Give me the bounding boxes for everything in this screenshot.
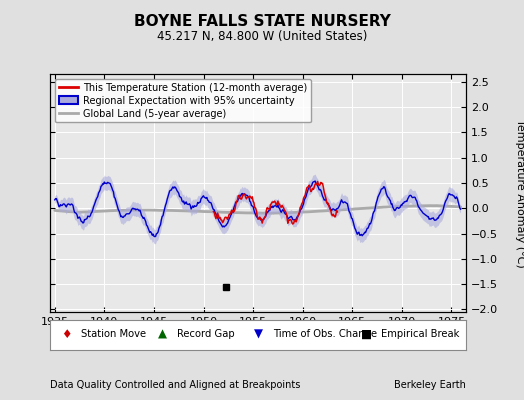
- Text: ♦: ♦: [61, 328, 72, 341]
- Text: Record Gap: Record Gap: [177, 330, 234, 339]
- Text: ■: ■: [361, 328, 372, 341]
- Text: Empirical Break: Empirical Break: [381, 330, 460, 339]
- Text: Station Move: Station Move: [81, 330, 146, 339]
- Y-axis label: Temperature Anomaly (°C): Temperature Anomaly (°C): [515, 119, 524, 267]
- Text: ▲: ▲: [158, 328, 167, 341]
- Legend: This Temperature Station (12-month average), Regional Expectation with 95% uncer: This Temperature Station (12-month avera…: [54, 79, 311, 122]
- Text: 45.217 N, 84.800 W (United States): 45.217 N, 84.800 W (United States): [157, 30, 367, 43]
- Text: BOYNE FALLS STATE NURSERY: BOYNE FALLS STATE NURSERY: [134, 14, 390, 29]
- Text: ▼: ▼: [254, 328, 263, 341]
- Text: Data Quality Controlled and Aligned at Breakpoints: Data Quality Controlled and Aligned at B…: [50, 380, 300, 390]
- Text: Time of Obs. Change: Time of Obs. Change: [272, 330, 377, 339]
- Text: Berkeley Earth: Berkeley Earth: [395, 380, 466, 390]
